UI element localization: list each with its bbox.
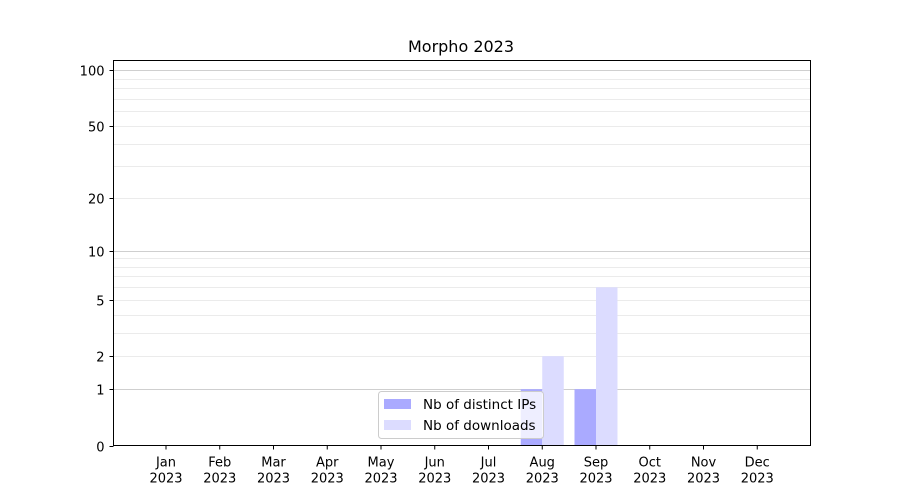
x-tick-label: Dec <box>745 456 770 471</box>
chart-title: Morpho 2023 <box>408 37 514 56</box>
x-tick-label: Sep <box>584 456 609 471</box>
y-tick-label: 1 <box>96 384 104 399</box>
x-tick-label: 2023 <box>257 472 290 487</box>
legend: Nb of distinct IPs Nb of downloads <box>378 391 544 439</box>
x-tick-label: 2023 <box>526 472 559 487</box>
grid <box>113 70 811 390</box>
x-tick-label: Jan <box>155 456 176 471</box>
x-tick-label: 2023 <box>364 472 397 487</box>
x-tick-label: Oct <box>639 456 661 471</box>
legend-label-downloads: Nb of downloads <box>423 418 536 434</box>
x-tick-label: 2023 <box>741 472 774 487</box>
x-tick-label: May <box>368 456 395 471</box>
x-tick-label: Mar <box>261 456 286 471</box>
x-tick-label: 2023 <box>149 472 182 487</box>
bar-distinct-ips <box>574 389 596 446</box>
plot-frame <box>113 60 811 446</box>
y-tick-label: 0 <box>96 441 104 456</box>
x-tick-label: Apr <box>316 456 339 471</box>
legend-swatch-downloads <box>384 420 411 430</box>
y-tick-label: 100 <box>80 65 105 80</box>
y-tick-label: 50 <box>88 121 105 136</box>
y-tick-label: 5 <box>96 295 104 310</box>
x-tick-label: Aug <box>530 456 555 471</box>
x-tick-label: Jun <box>424 456 445 471</box>
y-axis: 0 1 2 5 10 20 50 100 <box>80 65 114 456</box>
x-tick-label: Feb <box>208 456 231 471</box>
y-tick-label: 2 <box>96 351 104 366</box>
bar-downloads <box>542 356 564 446</box>
bar-downloads <box>596 287 618 446</box>
legend-label-ips: Nb of distinct IPs <box>423 397 536 413</box>
legend-box <box>378 391 544 439</box>
x-tick-label: Jul <box>480 456 497 471</box>
x-tick-label: 2023 <box>687 472 720 487</box>
y-tick-label: 20 <box>88 193 105 208</box>
x-axis: Jan2023Feb2023Mar2023Apr2023May2023Jun20… <box>149 445 774 487</box>
x-tick-label: 2023 <box>311 472 344 487</box>
x-tick-label: 2023 <box>579 472 612 487</box>
x-tick-label: 2023 <box>472 472 505 487</box>
x-tick-label: 2023 <box>418 472 451 487</box>
y-tick-label: 10 <box>88 246 105 261</box>
x-tick-label: 2023 <box>203 472 236 487</box>
x-tick-label: 2023 <box>633 472 666 487</box>
x-tick-label: Nov <box>691 456 717 471</box>
legend-swatch-ips <box>384 399 411 409</box>
